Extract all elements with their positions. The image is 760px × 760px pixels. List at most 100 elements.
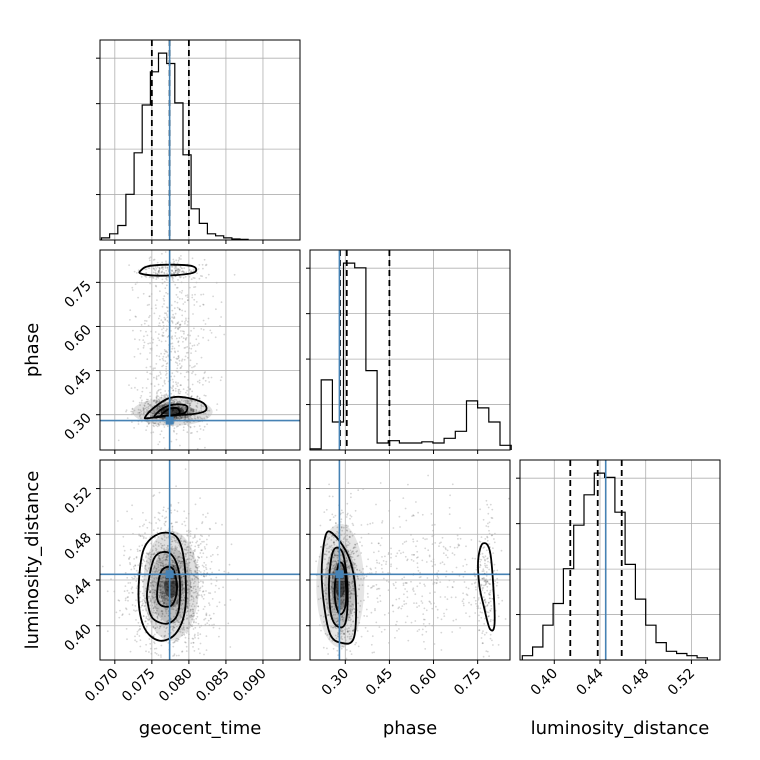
sample-point (192, 268, 195, 271)
sample-point (165, 393, 168, 395)
sample-point (184, 555, 187, 558)
sample-point (410, 558, 413, 561)
sample-point (161, 266, 164, 269)
sample-point (150, 576, 152, 579)
sample-point (170, 398, 173, 401)
sample-point (428, 554, 431, 557)
sample-point (149, 600, 152, 603)
sample-point (192, 410, 195, 413)
sample-point (181, 589, 184, 591)
x-tick-label: 0.080 (156, 666, 196, 706)
sample-point (375, 571, 377, 573)
sample-point (153, 268, 156, 271)
sample-point (167, 568, 170, 571)
sample-point (191, 618, 194, 621)
sample-point (149, 561, 152, 564)
sample-point (171, 320, 174, 323)
sample-point (405, 540, 408, 543)
sample-point (165, 558, 167, 561)
sample-point (190, 589, 193, 592)
sample-point (173, 271, 176, 274)
sample-point (166, 396, 169, 398)
sample-point (420, 600, 423, 602)
sample-point (134, 283, 137, 286)
sample-point (488, 597, 491, 600)
sample-point (161, 404, 164, 407)
sample-point (165, 262, 168, 264)
sample-point (481, 552, 484, 555)
sample-point (155, 567, 158, 570)
sample-point (194, 636, 196, 639)
sample-point (159, 404, 162, 407)
sample-point (487, 601, 490, 604)
sample-point (157, 556, 160, 559)
sample-point (172, 559, 175, 562)
sample-point (172, 317, 175, 319)
sample-point (197, 555, 199, 558)
sample-point (160, 588, 162, 591)
sample-point (376, 561, 378, 564)
sample-point (155, 395, 158, 398)
sample-point (457, 543, 460, 546)
sample-point (163, 404, 166, 407)
sample-point (173, 537, 176, 540)
sample-point (172, 389, 175, 391)
sample-point (171, 608, 174, 610)
sample-point (195, 576, 198, 578)
sample-point (132, 565, 135, 568)
sample-point (194, 350, 197, 352)
sample-point (154, 627, 157, 630)
sample-point (155, 408, 158, 411)
sample-point (129, 319, 131, 321)
sample-point (161, 357, 164, 360)
sample-point (176, 602, 179, 604)
sample-point (470, 539, 473, 541)
sample-point (485, 631, 488, 634)
sample-point (162, 364, 165, 367)
sample-point (218, 601, 221, 604)
sample-point (159, 417, 162, 420)
sample-point (157, 423, 160, 426)
sample-point (145, 411, 148, 414)
truth-marker (335, 570, 344, 579)
sample-point (395, 567, 398, 570)
sample-point (443, 612, 445, 615)
sample-point (152, 529, 155, 531)
sample-point (205, 614, 208, 617)
sample-point (178, 270, 181, 272)
sample-point (183, 358, 186, 361)
sample-point (154, 516, 156, 519)
sample-point (171, 402, 174, 405)
sample-point (191, 383, 194, 386)
sample-point (162, 565, 165, 567)
sample-point (138, 545, 141, 548)
sample-point (165, 510, 168, 513)
sample-point (193, 327, 195, 330)
sample-point (164, 319, 167, 321)
sample-point (179, 367, 182, 370)
sample-point (141, 592, 144, 595)
sample-point (180, 365, 183, 367)
sample-point (484, 562, 486, 565)
sample-point (180, 399, 183, 402)
sample-point (486, 564, 488, 567)
sample-point (336, 649, 339, 652)
sample-point (493, 538, 495, 540)
sample-point (203, 372, 206, 374)
sample-point (171, 548, 173, 551)
sample-point (223, 333, 226, 336)
sample-point (165, 394, 168, 397)
sample-point (177, 382, 180, 384)
sample-point (175, 417, 178, 420)
sample-point (183, 408, 186, 410)
sample-point (195, 566, 198, 569)
sample-point (415, 602, 418, 605)
sample-point (198, 264, 201, 266)
sample-point (468, 601, 470, 604)
sample-point (359, 541, 361, 544)
sample-point (170, 265, 173, 268)
sample-point (481, 611, 483, 614)
sample-point (129, 548, 132, 551)
sample-point (195, 301, 198, 303)
sample-point (152, 424, 155, 427)
